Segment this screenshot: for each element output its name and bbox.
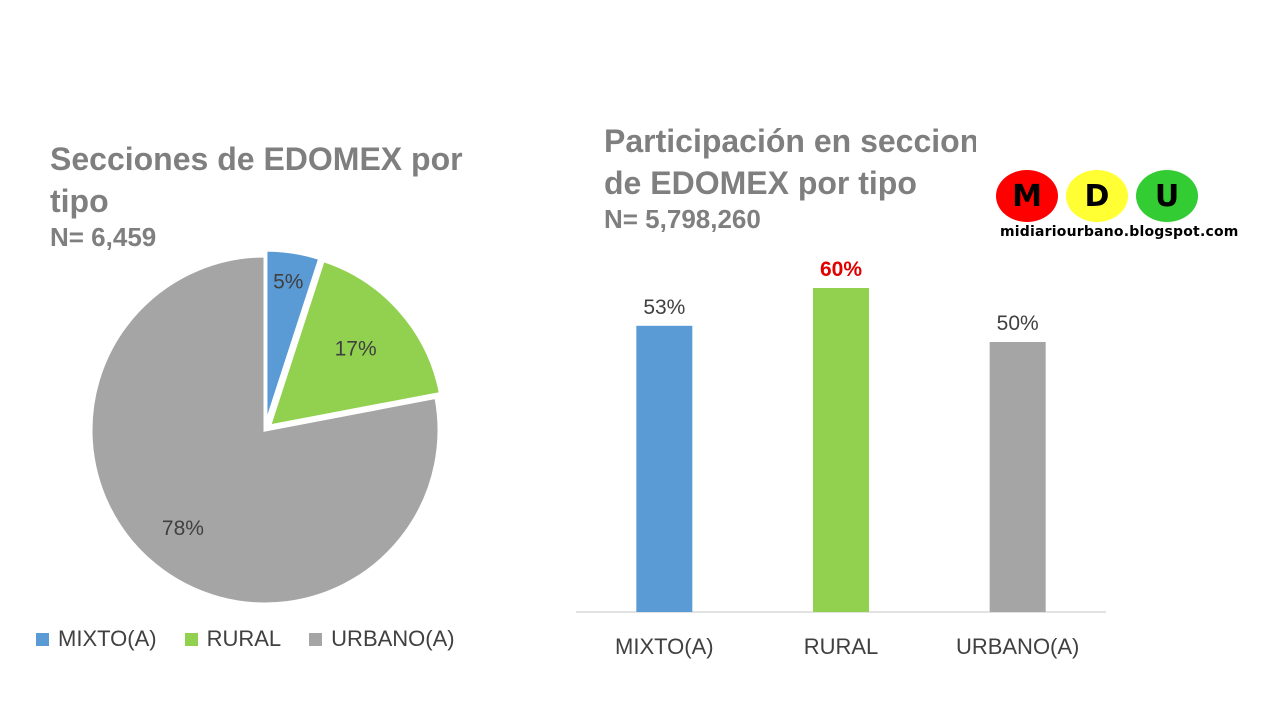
pie-chart-legend: MIXTO(A) RURAL URBANO(A) [36,626,483,652]
pie-data-label-urbanoa: 78% [162,517,204,540]
legend-item-rural: RURAL [184,626,282,652]
legend-swatch-rural [184,632,198,646]
logo-circle-m: M [996,170,1058,222]
pie-slice-rural [267,258,443,428]
pie-slice-mixtoa [264,248,322,425]
bar-mixtoa [636,325,693,612]
bar-chart-title-block: Participación en secciones de EDOMEX por… [604,120,976,234]
bar-category-label-urbanoa: URBANO(A) [956,634,1079,659]
logo-circle-d: D [1066,170,1128,222]
legend-item-urbano: URBANO(A) [309,626,455,652]
legend-label-rural: RURAL [206,626,282,651]
legend-item-mixto: MIXTO(A) [36,626,157,652]
legend-swatch-urbano [309,632,323,646]
bar-chart-subtitle: N= 5,798,260 [604,204,761,234]
logo-circles: M D U [996,170,1220,222]
pie-chart-subtitle: N= 6,459 [50,222,157,252]
pie-chart-title-block: Secciones de EDOMEX por tipo N= 6,459 [50,138,490,252]
bar-chart-title-line1: Participación en secciones [604,123,976,159]
pie-chart: 5% 17% 78% [89,248,443,606]
bar-category-label-rural: RURAL [804,634,879,659]
logo-url: midiariourbano.blogspot.com [1000,224,1239,240]
legend-swatch-mixto [36,632,49,646]
pie-slice-urbanoa [89,254,441,606]
bar-urbanoa [989,342,1046,612]
pie-data-label-mixtoa: 5% [273,271,303,294]
mdu-logo: M D U midiariourbano.blogspot.com [990,170,1239,240]
bar-category-label-mixtoa: MIXTO(A) [615,634,714,659]
bar-chart: 53% MIXTO(A) 60% RURAL 50% URBANO(A) [576,258,1106,659]
bar-data-label-rural: 60% [820,258,862,281]
bar-data-label-mixtoa: 53% [643,296,685,319]
bar-chart-title-line2: de EDOMEX por tipo [604,165,917,201]
bar-rural [813,288,869,612]
bar-data-label-urbanoa: 50% [997,312,1039,335]
legend-label-urbano: URBANO(A) [331,626,455,651]
legend-label-mixto: MIXTO(A) [58,626,157,651]
pie-chart-title-line2: tipo [50,183,109,219]
pie-chart-title-line1: Secciones de EDOMEX por [50,141,463,177]
pie-data-label-rural: 17% [335,338,377,361]
logo-circle-u: U [1136,170,1198,222]
